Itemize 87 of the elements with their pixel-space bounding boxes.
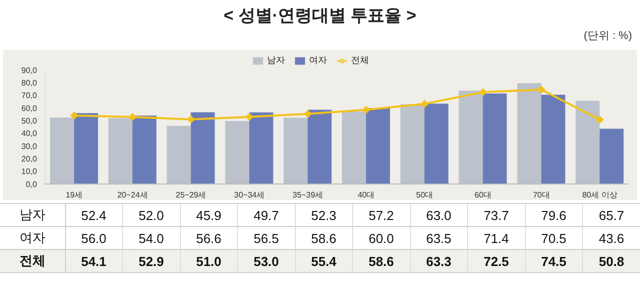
data-label: 63.5 — [410, 226, 468, 250]
data-label: 71.4 — [468, 226, 525, 250]
y-tick-label: 30,0 — [21, 142, 38, 151]
text: (단위 : %) — [584, 29, 632, 43]
data-label: 56.0 — [65, 226, 122, 250]
data-label: 58.6 — [295, 226, 352, 250]
data-label: 54.1 — [65, 250, 122, 272]
data-label: 52.3 — [295, 204, 352, 226]
y-tick-label: 90,0 — [21, 66, 38, 75]
data-label: 60.0 — [352, 226, 410, 250]
point — [187, 115, 195, 124]
point — [596, 116, 604, 124]
bar — [74, 113, 98, 184]
bar — [366, 108, 390, 184]
data-label: 52.0 — [122, 204, 180, 226]
bar — [50, 118, 74, 184]
bar — [458, 90, 483, 184]
data-label: 55.4 — [295, 250, 352, 272]
x-tick-label: 60대 — [474, 190, 492, 200]
data-label: 74.5 — [525, 250, 582, 272]
bar — [576, 100, 600, 184]
data-label: 52.4 — [65, 204, 122, 226]
bar — [400, 104, 424, 184]
bar — [424, 104, 448, 184]
bar — [190, 112, 215, 184]
bar — [308, 110, 332, 184]
bar — [482, 94, 507, 184]
legend-label: 여자 — [309, 55, 327, 65]
data-label: 52.9 — [122, 250, 180, 272]
data-label: 63.3 — [410, 250, 468, 272]
y-tick-label: 0,0 — [26, 180, 38, 189]
point — [479, 88, 487, 96]
data-label: 43.6 — [598, 230, 626, 248]
bar — [284, 118, 308, 184]
x-tick-label: 70대 — [532, 190, 550, 200]
y-tick-label: 50,0 — [21, 116, 38, 126]
data-label: 54.0 — [122, 226, 180, 250]
point — [70, 111, 78, 120]
y-tick-label: 40,0 — [21, 129, 38, 138]
x-tick-label: 25~29세 — [176, 190, 206, 200]
y-tick-label: 60,0 — [21, 104, 38, 113]
chart-title: < 성별·연령대별 투표율 > — [222, 5, 418, 27]
y-tick-label: 80,0 — [21, 78, 38, 88]
data-label: 73.7 — [468, 204, 525, 226]
point — [304, 110, 312, 118]
text: 전체 — [19, 253, 46, 268]
y-tick-label: 20,0 — [21, 154, 38, 164]
data-label: 53.0 — [238, 250, 295, 272]
point — [537, 86, 546, 94]
y-tick-label: 70,0 — [21, 91, 38, 100]
bar — [225, 121, 250, 184]
bar — [541, 94, 566, 184]
data-label: 51.0 — [180, 250, 238, 272]
x-tick-label: 50대 — [416, 190, 434, 200]
bar — [132, 116, 156, 184]
data-label: 72.5 — [468, 250, 525, 272]
data-label: 65.7 — [598, 206, 626, 224]
text: 여자 — [19, 230, 46, 245]
bar — [600, 128, 624, 184]
data-label: 56.6 — [180, 226, 238, 250]
x-tick-label: 30~34세 — [234, 190, 265, 200]
data-label: 49.7 — [238, 204, 295, 226]
point — [362, 106, 370, 114]
bar — [166, 126, 191, 184]
x-tick-label: 40대 — [358, 190, 375, 200]
legend-label: 남자 — [267, 55, 285, 65]
point — [420, 100, 429, 108]
data-label: 70.5 — [525, 226, 582, 250]
bar — [342, 112, 366, 184]
bar — [249, 112, 274, 184]
x-tick-label: 19세 — [66, 190, 83, 200]
data-label: 63.0 — [410, 204, 468, 226]
data-label: 79.6 — [525, 204, 582, 226]
x-tick-label: 80세 이상 — [582, 190, 618, 200]
text: 남자 — [19, 207, 46, 222]
y-tick-label: 10,0 — [21, 167, 38, 176]
data-label: 56.5 — [238, 226, 295, 250]
bar — [517, 83, 542, 184]
point — [245, 112, 254, 121]
bar — [108, 118, 132, 184]
legend-label: 전체 — [351, 55, 369, 65]
x-tick-label: 35~39세 — [292, 190, 324, 200]
data-label: 57.2 — [352, 204, 410, 226]
point — [128, 112, 137, 121]
x-tick-label: 20~24세 — [117, 190, 148, 200]
data-label: 45.9 — [180, 204, 238, 226]
data-label: 58.6 — [352, 250, 410, 272]
